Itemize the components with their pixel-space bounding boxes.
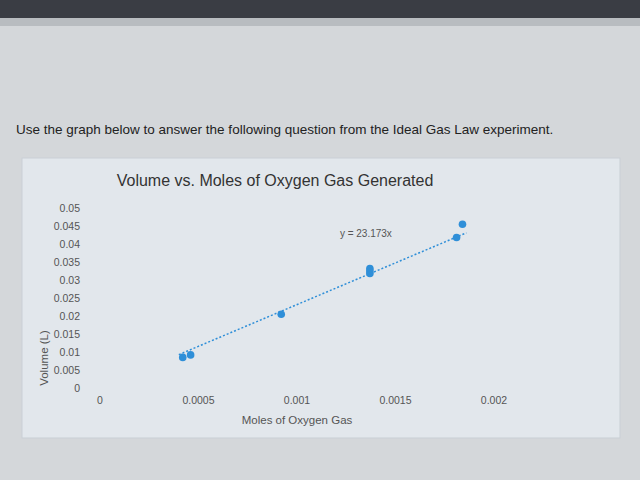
plot <box>179 220 467 361</box>
data-point <box>179 354 187 362</box>
y-tick-label: 0.03 <box>60 274 81 286</box>
y-tick-label: 0.045 <box>54 220 80 232</box>
y-tick-label: 0.035 <box>54 256 80 268</box>
y-tick-label: 0.02 <box>60 310 81 322</box>
caption: Use the graph below to answer the follow… <box>16 122 553 137</box>
y-axis-label: Volume (L) <box>38 330 50 386</box>
data-point <box>366 265 374 273</box>
y-tick-label: 0.005 <box>54 364 80 376</box>
data-point <box>453 234 461 242</box>
x-tick-label: 0 <box>97 394 103 406</box>
trendline-label: y = 23.173x <box>340 228 392 239</box>
screen: Use the graph below to answer the follow… <box>0 0 640 480</box>
data-point <box>459 220 467 228</box>
data-point <box>187 351 195 359</box>
x-tick-label: 0.001 <box>284 394 310 406</box>
y-tick-label: 0 <box>74 382 80 394</box>
background <box>0 0 640 480</box>
x-tick-label: 0.0005 <box>182 394 214 406</box>
y-tick-label: 0.05 <box>60 202 81 214</box>
x-tick-label: 0.0015 <box>379 394 411 406</box>
y-tick-label: 0.04 <box>60 238 81 250</box>
data-point <box>277 310 285 318</box>
y-tick-label: 0.01 <box>60 346 81 358</box>
top-shadow <box>0 18 640 26</box>
x-tick-label: 0.002 <box>481 394 507 406</box>
trendline <box>179 233 467 355</box>
y-tick-label: 0.025 <box>54 292 80 304</box>
chart-title: Volume vs. Moles of Oxygen Gas Generated <box>117 172 434 189</box>
x-axis-label: Moles of Oxygen Gas <box>242 414 353 426</box>
top-bar <box>0 0 640 18</box>
page: Use the graph below to answer the follow… <box>0 0 640 480</box>
chart-area <box>22 158 620 438</box>
y-tick-label: 0.015 <box>54 328 80 340</box>
